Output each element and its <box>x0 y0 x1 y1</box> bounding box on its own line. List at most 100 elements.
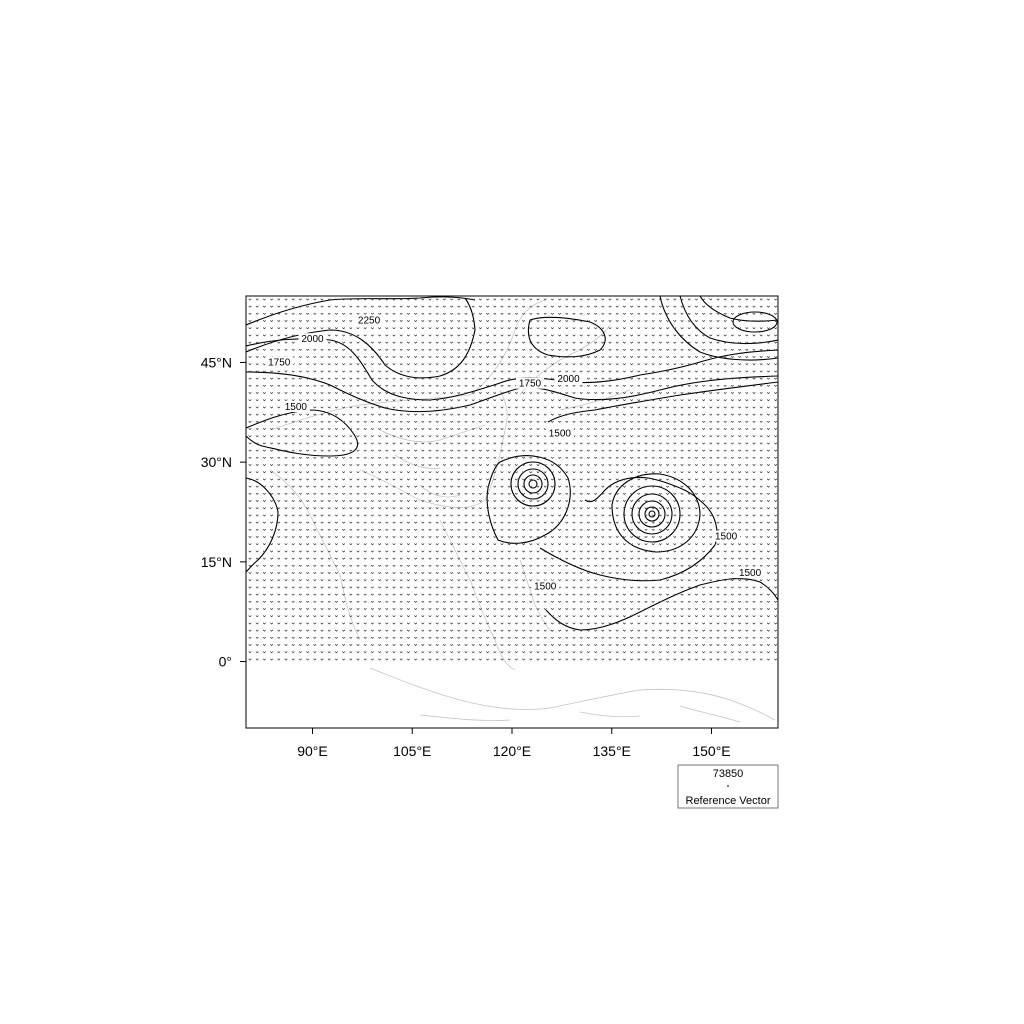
wind-vector <box>694 615 698 618</box>
wind-vector <box>507 500 511 503</box>
wind-vector <box>507 406 511 409</box>
wind-vector <box>284 464 288 467</box>
wind-vector <box>270 305 274 308</box>
wind-vector <box>615 471 619 474</box>
wind-vector <box>637 528 641 531</box>
wind-vector <box>702 622 706 625</box>
wind-vector <box>320 384 324 387</box>
wind-vector <box>248 420 252 423</box>
wind-vector <box>579 593 583 596</box>
wind-vector <box>327 356 331 359</box>
wind-vector <box>255 298 259 301</box>
wind-vector <box>435 572 439 575</box>
wind-vector <box>759 449 763 452</box>
wind-vector <box>752 420 756 423</box>
wind-vector <box>608 658 612 661</box>
wind-vector <box>723 492 727 495</box>
wind-vector <box>514 528 518 531</box>
wind-vector <box>262 622 266 625</box>
wind-vector <box>493 406 497 409</box>
wind-vector <box>298 464 302 467</box>
wind-vector <box>594 478 598 481</box>
wind-vector <box>572 478 576 481</box>
wind-vector <box>738 629 742 632</box>
wind-vector <box>370 636 374 639</box>
wind-vector <box>622 636 626 639</box>
wind-vector <box>270 449 274 452</box>
wind-vector <box>658 370 662 373</box>
wind-vector <box>666 658 670 661</box>
wind-vector <box>320 543 324 546</box>
wind-vector <box>730 492 734 495</box>
wind-vector <box>550 492 554 495</box>
wind-vector <box>579 464 583 467</box>
wind-vector <box>529 651 533 654</box>
wind-vector <box>586 507 590 510</box>
wind-vector <box>730 521 734 524</box>
wind-vector <box>255 651 259 654</box>
wind-vector <box>694 485 698 488</box>
wind-vector <box>709 471 713 474</box>
wind-vector <box>500 536 504 539</box>
wind-vector <box>450 550 454 553</box>
wind-vector <box>702 543 706 546</box>
wind-vector <box>392 370 396 373</box>
wind-vector <box>435 636 439 639</box>
wind-vector <box>306 413 310 416</box>
wind-vector <box>471 384 475 387</box>
wind-vector <box>658 629 662 632</box>
wind-vector <box>313 507 317 510</box>
wind-vector <box>385 312 389 315</box>
wind-vector <box>313 600 317 603</box>
wind-vector <box>622 348 626 351</box>
wind-vector <box>572 363 576 366</box>
wind-vector <box>673 586 677 589</box>
wind-vector <box>298 442 302 445</box>
wind-vector <box>558 629 562 632</box>
wind-vector <box>601 550 605 553</box>
wind-vector <box>284 370 288 373</box>
wind-vector <box>291 370 295 373</box>
wind-vector <box>471 442 475 445</box>
wind-vector <box>385 528 389 531</box>
wind-vector <box>313 492 317 495</box>
wind-vector <box>270 406 274 409</box>
wind-vector <box>486 485 490 488</box>
wind-vector <box>666 593 670 596</box>
wind-vector <box>774 449 778 452</box>
wind-vector <box>363 572 367 575</box>
wind-vector <box>298 413 302 416</box>
wind-vector <box>522 341 526 344</box>
wind-vector <box>248 651 252 654</box>
wind-vector <box>342 442 346 445</box>
wind-vector <box>313 658 317 661</box>
wind-vector <box>378 658 382 661</box>
wind-vector <box>291 543 295 546</box>
wind-vector <box>414 557 418 560</box>
wind-vector <box>774 471 778 474</box>
wind-vector <box>248 399 252 402</box>
wind-vector <box>644 327 648 330</box>
wind-vector <box>608 363 612 366</box>
wind-vector <box>702 507 706 510</box>
wind-vector <box>262 471 266 474</box>
wind-vector <box>651 572 655 575</box>
wind-vector <box>298 514 302 517</box>
wind-vector <box>471 572 475 575</box>
wind-vector <box>442 586 446 589</box>
wind-vector <box>291 341 295 344</box>
wind-vector <box>644 651 648 654</box>
wind-vector <box>752 543 756 546</box>
wind-vector <box>730 312 734 315</box>
wind-vector <box>313 420 317 423</box>
wind-vector <box>385 593 389 596</box>
wind-vector <box>514 521 518 524</box>
wind-vector <box>464 586 468 589</box>
wind-vector <box>428 528 432 531</box>
wind-vector <box>745 651 749 654</box>
wind-vector <box>536 572 540 575</box>
wind-vector <box>608 600 612 603</box>
wind-vector <box>313 586 317 589</box>
wind-vector <box>507 507 511 510</box>
wind-vector <box>622 600 626 603</box>
